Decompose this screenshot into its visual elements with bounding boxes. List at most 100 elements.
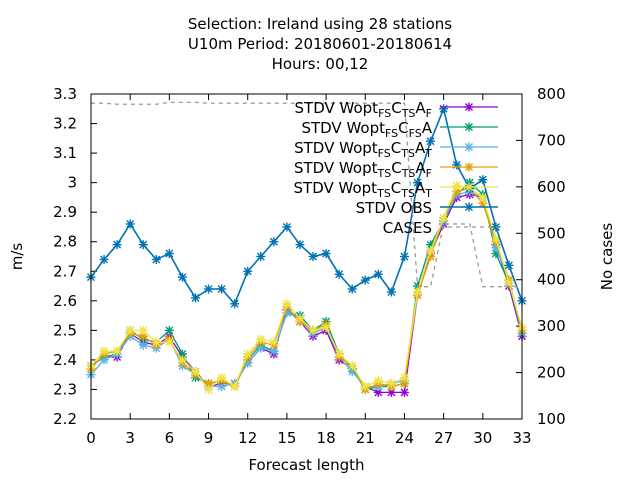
data-point: [269, 337, 279, 347]
data-point: [308, 252, 318, 261]
legend-label: STDV WoptFSCTSAT: [294, 139, 432, 160]
data-point: [99, 346, 109, 356]
y2-tick-label: 500: [537, 224, 566, 242]
series-group: [86, 101, 527, 397]
series-line: [90, 187, 523, 391]
chart-title-line-1: Selection: Ireland using 28 stations: [187, 15, 453, 33]
legend-marker: [464, 182, 474, 192]
data-point: [478, 192, 488, 202]
data-point: [321, 249, 331, 259]
data-point: [269, 237, 279, 247]
data-point: [373, 376, 383, 386]
y-tick-label: 3: [67, 174, 77, 192]
x-tick-label: 24: [395, 429, 414, 447]
data-point: [112, 346, 122, 356]
data-point: [190, 367, 200, 377]
data-point: [138, 325, 148, 335]
data-point: [504, 260, 514, 270]
legend-label: STDV WoptFSCTSAF: [295, 99, 432, 120]
chart-title-line-3: Hours: 00,12: [271, 55, 369, 73]
x-tick-label: 18: [317, 429, 336, 447]
series-2: [86, 187, 527, 391]
data-point: [295, 240, 305, 250]
y-tick-label: 2.8: [53, 233, 77, 251]
y2-tick-label: 200: [537, 364, 566, 382]
series-4: [86, 181, 527, 394]
data-point: [256, 252, 266, 261]
y-tick-label: 2.2: [53, 410, 77, 428]
data-point: [399, 252, 409, 261]
legend-label: STDV WoptTSCTSAT: [294, 179, 433, 200]
y-tick-label: 2.9: [53, 203, 77, 221]
legend-label: STDV OBS: [356, 199, 432, 217]
x-tick-label: 0: [86, 429, 96, 447]
series-3: [86, 184, 527, 394]
data-point: [426, 136, 436, 146]
data-point: [439, 213, 449, 223]
x-tick-label: 9: [204, 429, 214, 447]
y-tick-label: 2.5: [53, 321, 77, 339]
legend-marker: [464, 122, 474, 132]
data-point: [360, 382, 370, 391]
y-tick-label: 3.1: [53, 144, 77, 162]
y2-tick-label: 600: [537, 178, 566, 196]
legend-label: STDV WoptTSCTSAF: [294, 159, 432, 180]
data-point: [230, 382, 240, 391]
axes: 0 3 6 9 12 15 18 21 24 27 30 33 2.2 2.3 2.4 2.5 2.6 2.7 2.…: [53, 85, 566, 447]
data-point: [321, 322, 331, 332]
data-point: [373, 269, 383, 279]
legend-marker: [464, 142, 474, 152]
data-point: [360, 275, 370, 285]
data-point: [452, 160, 462, 170]
legend-marker: [464, 202, 474, 212]
y2-tick-label: 800: [537, 85, 566, 103]
series-line: [90, 106, 523, 306]
x-tick-label: 12: [238, 429, 257, 447]
data-point: [334, 349, 344, 359]
data-point: [204, 284, 214, 294]
data-point: [269, 346, 279, 356]
data-point: [125, 325, 135, 335]
data-point: [177, 355, 187, 365]
legend-label: STDV WoptFSCFSA: [301, 119, 432, 140]
data-point: [125, 219, 135, 229]
data-point: [112, 240, 122, 250]
data-point: [243, 349, 253, 359]
y2-tick-label: 300: [537, 317, 566, 335]
x-axis-label: Forecast length: [248, 456, 364, 474]
data-point: [204, 384, 214, 394]
x-tick-label: 21: [356, 429, 375, 447]
data-point: [426, 246, 436, 256]
data-point: [413, 287, 423, 297]
data-point: [151, 337, 161, 347]
data-point: [399, 387, 409, 397]
series-line: [90, 184, 523, 391]
y-tick-label: 3.2: [53, 115, 77, 133]
series-1: [86, 178, 527, 394]
data-point: [99, 254, 109, 264]
data-point: [386, 387, 396, 397]
data-point: [282, 222, 292, 232]
data-point: [308, 325, 318, 335]
y2-axis-label: No cases: [598, 223, 616, 291]
data-point: [243, 266, 253, 276]
legend-label: CASES: [383, 219, 432, 237]
data-point: [386, 379, 396, 389]
data-point: [491, 234, 501, 244]
data-point: [164, 249, 174, 259]
data-point: [164, 337, 174, 347]
y-tick-label: 2.4: [53, 351, 77, 369]
x-tick-label: 3: [125, 429, 135, 447]
data-point: [399, 373, 409, 383]
data-point: [295, 314, 305, 324]
x-tick-label: 27: [434, 429, 453, 447]
data-point: [334, 269, 344, 279]
y-tick-label: 2.6: [53, 292, 77, 310]
data-point: [217, 284, 227, 294]
data-point: [217, 373, 227, 383]
y2-tick-label: 700: [537, 131, 566, 149]
data-point: [413, 178, 423, 188]
series-line: [90, 193, 523, 394]
